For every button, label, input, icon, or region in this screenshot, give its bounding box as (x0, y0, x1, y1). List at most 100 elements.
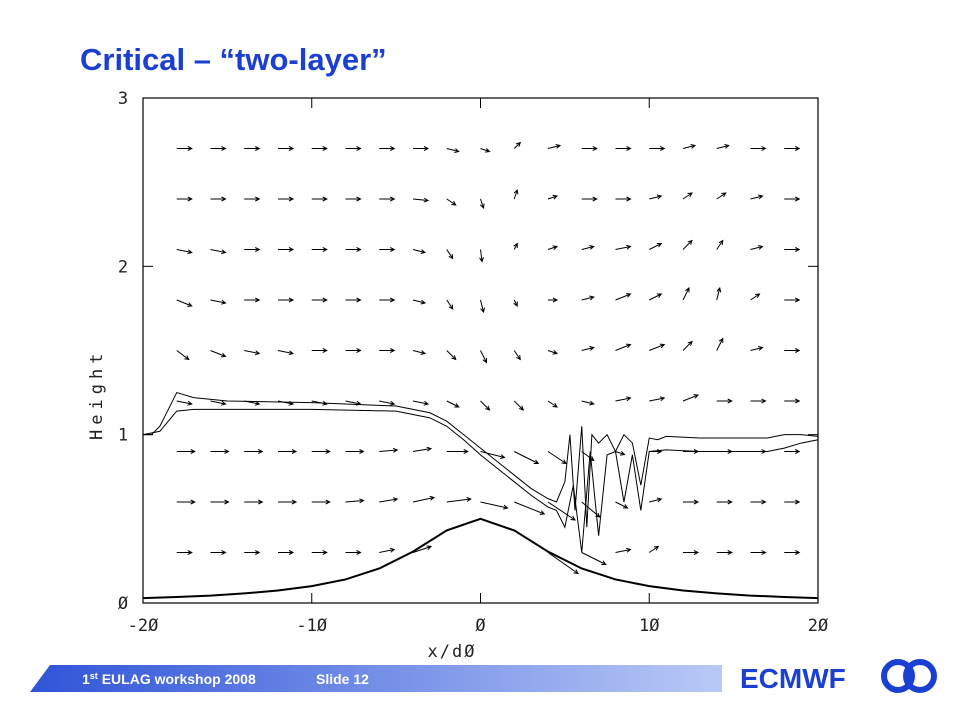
vector-arrow (615, 547, 632, 553)
vector-arrow (547, 552, 579, 575)
vector-arrow (210, 146, 227, 151)
vector-arrow (176, 196, 193, 202)
vector-arrow (682, 340, 693, 351)
vector-arrow (649, 194, 663, 200)
vector-arrow (615, 343, 632, 351)
vector-arrow (716, 239, 724, 250)
contour-line (142, 517, 819, 600)
vector-arrow (446, 497, 472, 503)
vector-arrow (750, 499, 767, 505)
vector-arrow (682, 239, 693, 250)
vector-arrow (649, 146, 666, 151)
footer-event-sup: st (90, 671, 98, 681)
x-tick-label: -1Ø (296, 616, 327, 636)
vector-arrow (412, 249, 427, 254)
x-axis-label: x/dØ (428, 642, 477, 662)
vector-arrow (784, 196, 801, 202)
vector-arrow (682, 287, 690, 301)
contour-line (143, 391, 819, 528)
vector-arrow (379, 247, 396, 252)
vector-arrow (176, 499, 196, 505)
vector-arrow (210, 400, 227, 406)
vector-arrow (210, 299, 227, 305)
vector-arrow (412, 545, 433, 553)
vector-arrow (345, 247, 362, 252)
vector-arrow (379, 196, 396, 202)
vector-arrow (615, 501, 629, 509)
footer-event: 1st EULAG workshop 2008 (82, 671, 256, 687)
vector-arrow (446, 299, 454, 310)
footer-event-num: 1 (82, 671, 90, 687)
vector-arrow (615, 396, 632, 402)
vector-arrow (716, 337, 724, 351)
vector-arrow (277, 350, 295, 356)
vector-arrow (412, 299, 427, 305)
x-tick-label: Ø (475, 616, 485, 636)
vector-arrow (513, 400, 525, 411)
vector-arrow (649, 396, 666, 402)
vector-arrow (514, 501, 546, 515)
vector-arrow (345, 449, 365, 454)
vector-arrow (716, 192, 727, 200)
vector-arrow (784, 247, 801, 252)
plot: -2Ø -1Ø Ø 1Ø 2Ø Ø 1 2 3 (118, 89, 828, 636)
footer-event-text: EULAG workshop 2008 (98, 671, 256, 687)
vector-arrow (547, 451, 567, 465)
vector-arrow (581, 196, 598, 202)
vector-arrow (683, 550, 700, 555)
vector-arrow (682, 192, 693, 200)
vector-arrow (311, 146, 328, 151)
vector-arrow (480, 451, 506, 459)
vector-arrow (446, 449, 469, 454)
vector-arrow (649, 293, 663, 301)
vector-arrow (480, 147, 491, 153)
vector-arrow (480, 501, 509, 510)
contour-line (142, 408, 819, 553)
vector-arrow (210, 350, 227, 358)
vector-arrow (412, 400, 430, 406)
vector-arrow (514, 451, 540, 464)
vector-arrow (379, 297, 396, 303)
vector-arrow (479, 249, 484, 263)
vector-arrow (716, 144, 730, 149)
vector-arrow (311, 196, 328, 202)
vector-arrow (379, 146, 396, 151)
vector-arrow (784, 449, 801, 454)
vector-arrow (750, 398, 767, 404)
vector-arrow (311, 247, 328, 252)
vector-arrow (413, 146, 430, 151)
vector-arrow (750, 293, 761, 301)
vector-arrow (784, 499, 801, 505)
slide-title: Critical – “two-layer” (80, 42, 387, 77)
footer-band (30, 665, 722, 692)
vector-arrow (311, 550, 328, 555)
vector-arrow (278, 196, 295, 202)
vector-arrow (547, 144, 562, 149)
vector-arrow (176, 449, 196, 454)
y-tick-label: 1 (118, 426, 128, 446)
vector-arrow (176, 550, 193, 555)
vector-arrow (244, 196, 261, 202)
vector-arrow (311, 449, 331, 454)
vector-arrow (548, 297, 559, 303)
brand-name: ECMWF (740, 663, 846, 694)
vector-arrow (513, 242, 518, 250)
vector-arrow (379, 447, 399, 453)
vector-arrow (480, 299, 485, 314)
vector-arrow (244, 550, 261, 555)
vector-arrow (479, 198, 485, 210)
y-axis-label: Height (87, 349, 107, 440)
y-tick-label: 2 (118, 257, 128, 277)
vector-arrow (244, 146, 261, 151)
vector-arrow (345, 498, 365, 504)
vector-arrow (176, 400, 193, 406)
vector-arrow (480, 400, 491, 411)
vector-arrow (311, 499, 331, 505)
vector-arrow (513, 350, 521, 361)
vector-arrow (412, 350, 427, 355)
vector-arrow (716, 398, 733, 404)
vector-arrow (345, 550, 362, 555)
vector-arrow (176, 146, 193, 151)
vector-arrow (244, 499, 264, 505)
x-tick-label: 1Ø (639, 616, 659, 636)
